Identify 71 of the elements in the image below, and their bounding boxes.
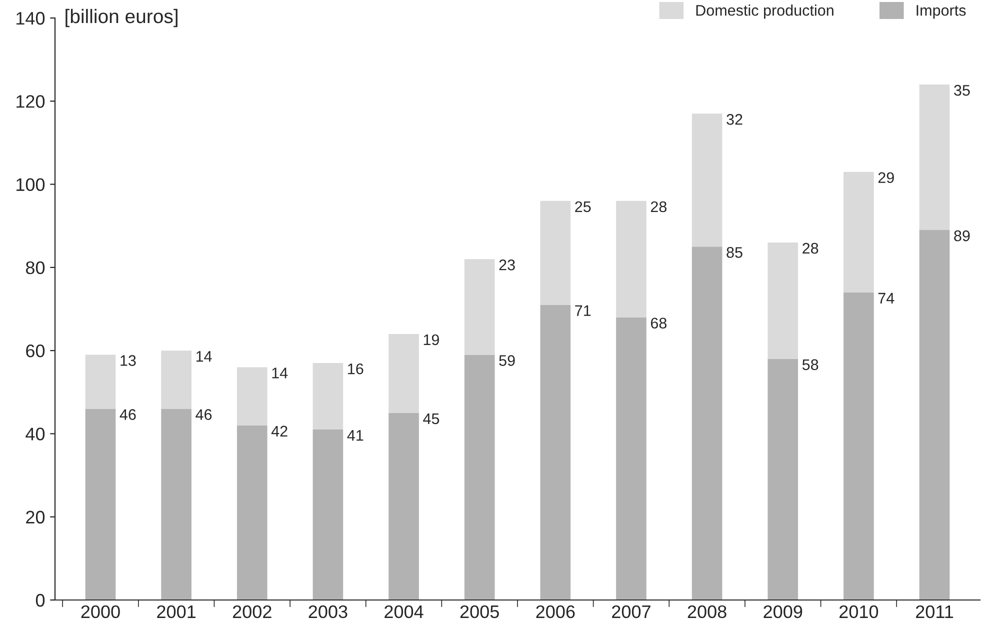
data-label: 25: [575, 201, 591, 212]
legend-label: Domestic production: [696, 4, 834, 19]
data-label: 46: [120, 409, 136, 420]
data-label: 58: [802, 359, 818, 370]
x-tick-label: 2004: [384, 605, 424, 618]
bar: [692, 114, 722, 247]
y-tick-label: 0: [36, 594, 45, 607]
bar: [388, 334, 419, 413]
data-label: 35: [954, 84, 970, 96]
bar: [540, 304, 571, 600]
y-tick-label: 140: [16, 12, 45, 25]
data-label: 74: [878, 292, 894, 304]
y-tick-label: 40: [26, 428, 45, 440]
x-tick-label: 2010: [840, 605, 878, 618]
bar: [616, 317, 646, 600]
data-label: 19: [424, 334, 439, 346]
y-tick-label: 20: [26, 510, 45, 524]
bar: [85, 354, 116, 409]
x-tick-label: 2011: [916, 605, 954, 618]
y-tick-label: 60: [26, 344, 45, 358]
data-label: 32: [726, 114, 742, 125]
data-label: 14: [272, 368, 288, 378]
bar: [919, 230, 950, 600]
x-tick-label: 2005: [460, 605, 499, 618]
x-tick-label: 2001: [157, 605, 196, 618]
bar: [768, 358, 798, 600]
x-tick-label: 2000: [81, 605, 120, 618]
bar: [312, 363, 344, 430]
data-label: 28: [802, 242, 818, 254]
bar: [312, 430, 344, 600]
data-label: 45: [423, 413, 440, 424]
data-label: 16: [348, 363, 364, 374]
data-label: 41: [347, 430, 364, 441]
bar: [919, 84, 950, 230]
bar: [616, 200, 646, 318]
data-label: 13: [120, 355, 136, 366]
data-label: 14: [196, 351, 212, 362]
bar: [844, 172, 874, 292]
data-label: 46: [196, 409, 212, 420]
legend-label: Imports: [916, 5, 966, 19]
data-label: 42: [271, 426, 288, 436]
bar: [161, 408, 192, 600]
bar: [464, 354, 495, 600]
x-tick-label: 2002: [232, 605, 272, 618]
x-tick-label: 2009: [764, 605, 802, 618]
y-axis-title: [billion euros]: [66, 8, 178, 28]
bar: [464, 259, 495, 355]
bar: [692, 246, 722, 600]
data-label: 71: [575, 305, 591, 316]
bar: [388, 412, 419, 600]
x-tick-label: 2003: [308, 605, 348, 618]
bar: [768, 242, 798, 359]
data-label: 59: [499, 355, 515, 366]
data-label: 68: [650, 318, 667, 329]
data-label: 89: [954, 230, 970, 242]
y-tick-label: 120: [16, 95, 45, 108]
data-label: 23: [499, 260, 515, 270]
bar: [236, 425, 268, 600]
data-label: 29: [878, 172, 894, 184]
bar: [236, 367, 268, 426]
x-tick-label: 2007: [612, 605, 650, 618]
bar: [540, 200, 571, 305]
y-tick-label: 80: [26, 261, 45, 274]
y-tick-label: 100: [16, 178, 45, 192]
x-tick-label: 2008: [688, 605, 726, 618]
x-tick-label: 2006: [536, 605, 575, 618]
bar: [161, 350, 192, 409]
data-label: 28: [650, 201, 667, 212]
bar: [85, 408, 116, 600]
data-label: 85: [726, 247, 742, 258]
bar: [844, 292, 874, 600]
